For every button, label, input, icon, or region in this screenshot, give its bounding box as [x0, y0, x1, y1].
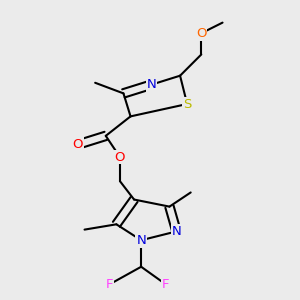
Text: F: F [162, 278, 170, 291]
Text: S: S [183, 98, 191, 110]
Text: N: N [172, 225, 182, 238]
Text: F: F [106, 278, 113, 291]
Text: N: N [147, 78, 157, 91]
Text: O: O [196, 27, 207, 40]
Text: O: O [115, 151, 125, 164]
Text: O: O [72, 138, 83, 151]
Text: N: N [136, 234, 146, 247]
